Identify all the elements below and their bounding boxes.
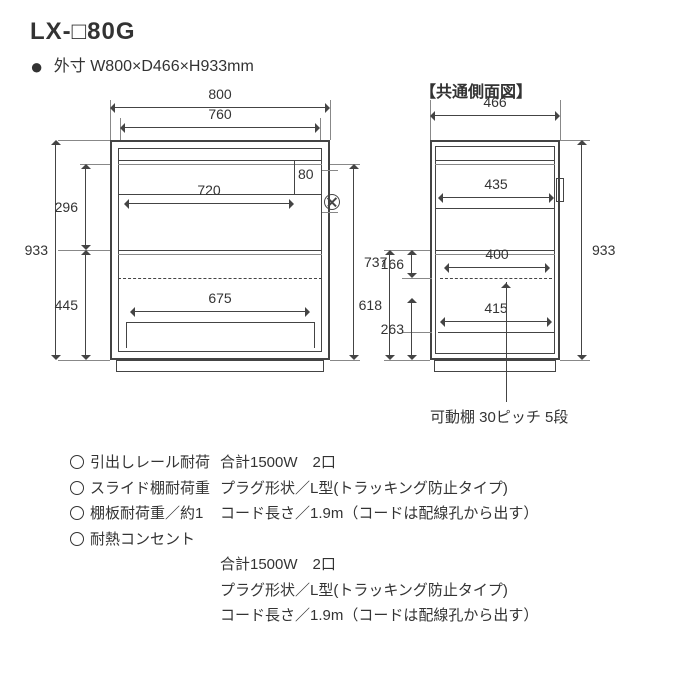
- circle-icon: [70, 481, 84, 495]
- dim-933-right: 933: [576, 140, 590, 360]
- spec-left-2: 棚板耐荷重／約1: [90, 505, 203, 522]
- dim-h-total: 933: [50, 140, 64, 360]
- side-dashed-shelf: [440, 278, 552, 279]
- dim-width-inner: 760: [120, 122, 320, 136]
- bullet-icon: ●: [30, 54, 43, 79]
- dim-400: 400: [444, 262, 550, 276]
- dim-466: 466: [430, 110, 560, 124]
- spec-right-4: プラグ形状／L型(トラッキング防止タイプ): [220, 578, 508, 604]
- spec-right-1: プラグ形状／L型(トラッキング防止タイプ): [220, 476, 508, 502]
- side-shelf-435: [435, 208, 555, 209]
- spec-left-3: 耐熱コンセント: [90, 531, 195, 548]
- front-dashed-shelf: [118, 278, 322, 279]
- spec-right-3: 合計1500W 2口: [220, 552, 336, 578]
- spec-left-1: スライド棚耐荷重: [90, 480, 210, 497]
- outer-dimensions-text: 外寸 W800×D466×H933mm: [54, 58, 254, 75]
- model-number: LX-□80G: [30, 18, 136, 46]
- circle-icon: [70, 455, 84, 469]
- front-shelf-top: [118, 160, 322, 161]
- dim-618: 618: [384, 250, 398, 360]
- spec-right-0: 合計1500W 2口: [220, 450, 336, 476]
- spec-right-5: コード長さ／1.9m（コードは配線孔から出す）: [220, 603, 538, 629]
- circle-icon: [70, 532, 84, 546]
- dim-675: 675: [130, 306, 310, 320]
- outer-dimensions: ● 外寸 W800×D466×H933mm: [30, 52, 254, 80]
- dim-80: 80: [298, 166, 314, 182]
- side-shelf-top: [435, 160, 555, 161]
- side-shelf-415: [438, 332, 554, 333]
- dim-263: 263: [406, 298, 420, 360]
- front-view-drawing: 800 760 720 80 675 933 296 44: [110, 100, 330, 380]
- shelf-note: 可動棚 30ピッチ 5段: [430, 406, 568, 427]
- dim-435: 435: [438, 192, 554, 206]
- note-leader: [506, 282, 507, 402]
- dim-720: 720: [124, 198, 294, 212]
- side-handle: [556, 178, 564, 202]
- front-base: [116, 360, 324, 372]
- dim-737: 737: [348, 164, 362, 360]
- dim-296: 296: [80, 164, 94, 250]
- dim-415: 415: [440, 316, 552, 330]
- dim-166: 166: [406, 250, 420, 278]
- spec-left-0: 引出しレール耐荷: [90, 454, 210, 471]
- side-view-drawing: 466 435 400 415 166 618 263 933: [430, 100, 580, 380]
- side-base: [434, 360, 556, 372]
- spec-right-2: コード長さ／1.9m（コードは配線孔から出す）: [220, 501, 538, 527]
- dim-445: 445: [80, 250, 94, 360]
- circle-icon: [70, 506, 84, 520]
- front-divider-small: [294, 160, 295, 194]
- spec-list: 引出しレール耐荷 合計1500W 2口 スライド棚耐荷重 プラグ形状／L型(トラ…: [70, 450, 670, 629]
- front-shelf-675: [126, 322, 314, 323]
- front-mid-line: [118, 250, 322, 251]
- outlet-icon: [324, 194, 340, 210]
